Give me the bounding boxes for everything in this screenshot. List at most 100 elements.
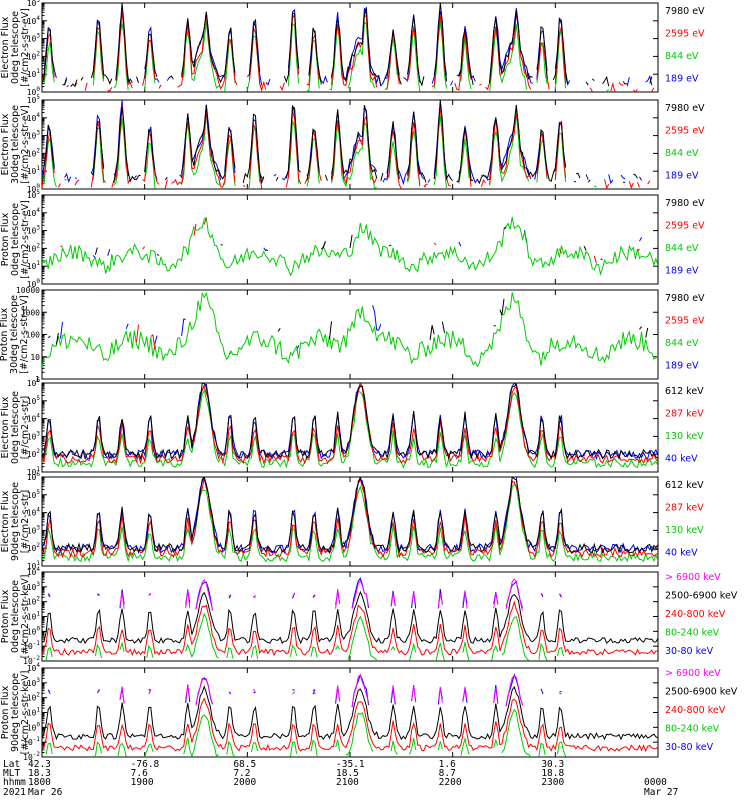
legend-entry: 130 keV	[665, 525, 704, 536]
y-tick-label: 10-1	[23, 640, 40, 651]
legend-entry: 2500-6900 keV	[665, 591, 738, 602]
series-189-ev	[93, 230, 652, 260]
y-tick-label: 103	[27, 581, 41, 592]
legend-entry: 7980 eV	[665, 103, 705, 114]
series-80-240-kev	[45, 708, 567, 757]
y-axis-label: TEDProton Flux0deg telescope[#/cm2-s-str…	[0, 200, 31, 279]
legend-entry: > 6900 keV	[665, 668, 721, 679]
series-30-80-kev	[47, 673, 562, 708]
series-line	[42, 105, 656, 189]
legend-entry: 287 keV	[665, 503, 704, 514]
series-line	[44, 112, 617, 188]
y-axis-label: TEDElectron Flux30deg telescope[#/cm2-s-…	[0, 105, 31, 184]
legend-entry: 844 eV	[665, 148, 699, 159]
series-line	[95, 227, 627, 255]
series-2500-6900-kev	[42, 685, 658, 741]
chart-panel-2: 100101102103104105TEDElectron Flux30deg …	[0, 94, 705, 194]
series-line	[42, 383, 658, 461]
x-row-label: Lat	[3, 759, 20, 770]
x-row-label: 2021	[3, 787, 26, 798]
y-tick-label: 103	[27, 33, 41, 44]
series-2500-6900-kev	[42, 590, 658, 645]
y-tick-label: 104	[27, 566, 41, 577]
series-line	[42, 697, 658, 753]
y-tick-label: 104	[27, 112, 41, 123]
y-axis-label: TEDElectron Flux0deg telescope[#/cm2-s-s…	[0, 8, 31, 87]
legend-entry: 844 eV	[665, 51, 699, 62]
x-time-label: 0000	[644, 777, 667, 788]
series-30-80-kev	[47, 577, 562, 611]
series-line	[45, 612, 564, 661]
y-axis-label-line: 90deg telescope	[10, 482, 21, 561]
series-line	[137, 325, 638, 350]
x-mlt-label: 18.5	[336, 768, 359, 779]
legend-entry: 40 keV	[665, 454, 698, 465]
series-7980-ev	[42, 3, 658, 87]
series-844-ev	[42, 291, 658, 368]
y-tick-label: 102	[27, 242, 41, 253]
series-line	[42, 291, 658, 368]
y-tick-label: 100	[27, 721, 41, 732]
x-lat-label: 30.3	[541, 759, 564, 770]
x-time-label: 1900	[131, 777, 154, 788]
x-time-label: 2300	[541, 777, 564, 788]
y-tick-label: 105	[27, 189, 41, 200]
y-axis-label-line: [#/cm2-s-str-keV]	[20, 671, 31, 755]
x-time-label: 1800	[28, 777, 51, 788]
y-tick-label: 102	[27, 692, 41, 703]
y-axis-label-line: [#/cm2-s-str-eV]	[19, 295, 30, 374]
y-tick-label: 103	[27, 225, 41, 236]
legend-entry: 612 keV	[665, 386, 704, 397]
x-date-label: Mar 26	[28, 787, 63, 798]
legend-entry: 7980 eV	[665, 198, 705, 209]
y-axis-label: Proton Flux30deg telescope[#/cm2-s-str-e…	[0, 295, 30, 374]
y-tick-label: 103	[27, 677, 41, 688]
x-row-label: hhmm	[3, 777, 26, 788]
legend-entry: 30-80 keV	[665, 742, 714, 753]
x-lat-label: 68.5	[233, 759, 256, 770]
y-axis-label-line: [#/cm2-s-str-eV]	[20, 105, 31, 184]
y-tick-label: 101	[27, 68, 41, 79]
y-tick-label: 100	[27, 86, 41, 97]
legend-entry: 2595 eV	[665, 221, 705, 232]
y-axis-label-line: Electron Flux	[0, 396, 11, 458]
y-tick-label: 104	[27, 413, 41, 424]
x-mlt-label: 8.7	[439, 768, 456, 779]
legend-entry: 189 eV	[665, 171, 699, 182]
y-axis-label-line: MEPED	[0, 505, 1, 538]
x-lat-label: -35.1	[336, 759, 365, 770]
legend-entry: 189 eV	[665, 361, 699, 372]
legend-entry: 612 keV	[665, 480, 704, 491]
y-axis-label-line: [#/cm2-s-str-eV]	[20, 200, 31, 279]
y-axis-label-line: 0deg telescope	[10, 11, 21, 84]
y-tick-label: 103	[27, 430, 41, 441]
series-240-800-kev	[42, 697, 658, 753]
series-line	[42, 600, 658, 657]
series--6900-kev	[47, 674, 562, 707]
y-tick-label: 10-1	[23, 736, 40, 747]
series-line	[42, 3, 658, 87]
legend-entry: 189 eV	[665, 266, 699, 277]
y-tick-label: 100	[27, 625, 41, 636]
series-7980-ev	[47, 298, 649, 345]
y-axis-label-line: MEPED	[0, 696, 1, 729]
y-tick-label: 103	[27, 130, 41, 141]
y-tick-label: 106	[27, 377, 41, 388]
legend-entry: 130 keV	[665, 431, 704, 442]
x-time-label: 2200	[439, 777, 462, 788]
series-line	[47, 578, 562, 611]
series-612-kev	[42, 477, 658, 555]
series-80-240-kev	[45, 612, 564, 661]
y-tick-label: 101	[27, 260, 41, 271]
chart-panel-1: 100101102103104105TEDElectron Flux0deg t…	[0, 0, 705, 97]
x-mlt-label: 7.2	[233, 768, 250, 779]
chart-panel-5: 101 102 103 104 105 106 MEPEDElectron Flux0deg…	[0, 377, 704, 477]
series-line	[47, 673, 562, 708]
y-tick-label: 105	[27, 94, 41, 105]
legend-entry: 7980 eV	[665, 6, 705, 17]
y-axis-label-line: Electron Flux	[0, 490, 11, 552]
y-tick-label: 102	[27, 448, 41, 459]
y-axis-label: MEPEDElectron Flux0deg telescope[#/cm2-s…	[0, 391, 31, 464]
